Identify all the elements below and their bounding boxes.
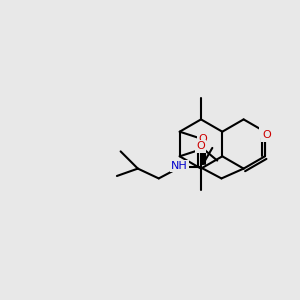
Text: O: O [260, 127, 269, 137]
Text: O: O [199, 134, 208, 144]
Text: O: O [196, 142, 205, 152]
Text: NH: NH [171, 161, 188, 171]
Text: O: O [262, 130, 271, 140]
Text: O: O [262, 129, 271, 139]
